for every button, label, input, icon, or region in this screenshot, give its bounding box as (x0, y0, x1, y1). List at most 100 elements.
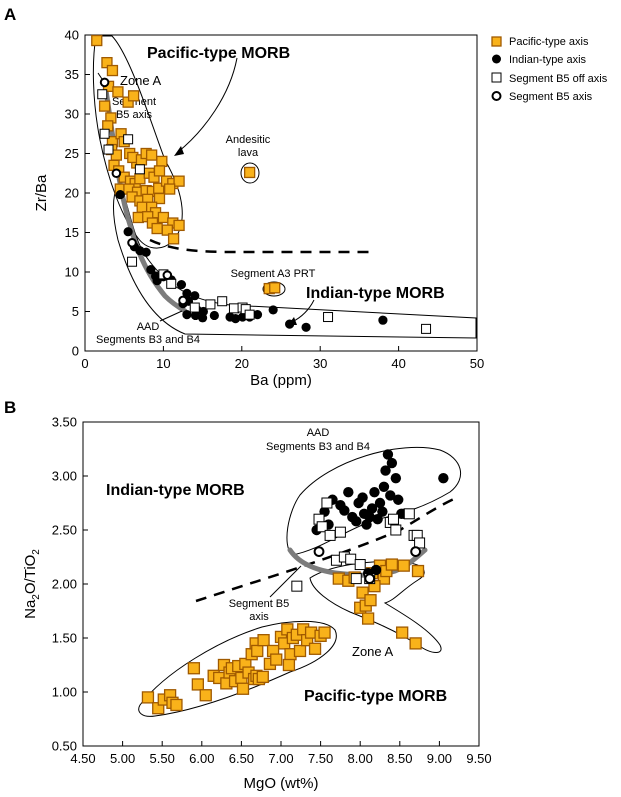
panel-a-aad-leader (159, 310, 183, 322)
pacific-axis-point (145, 149, 158, 161)
panel-b-letter: B (4, 398, 16, 417)
panel-b-x-tick-label: 6.00 (189, 751, 214, 766)
indian-axis-point (366, 503, 378, 514)
panel-b-x-axis-label: MgO (wt%) (244, 775, 319, 792)
panel-b-y-tick-label: 2.50 (52, 523, 77, 538)
legend-label-indian: Indian-type axis (509, 54, 587, 66)
panel-b-x-tick-label: 4.50 (70, 751, 95, 766)
panel-a-y-tick-label: 25 (65, 146, 79, 161)
indian-axis-point (372, 514, 383, 525)
segment-b5-off-axis-point (324, 529, 336, 541)
panel-a-y-tick-label: 15 (65, 225, 79, 240)
pacific-axis-point (199, 689, 212, 702)
legend: Pacific-type axis Indian-type axis Segme… (491, 36, 608, 103)
panel-b-dashed-boundary (195, 495, 459, 603)
indian-axis-point (378, 315, 388, 325)
panel-b-y-axis-mid: O/TiO (22, 555, 39, 594)
indian-axis-point (268, 305, 278, 315)
pacific-axis-point (385, 558, 399, 571)
pacific-axis-point (173, 175, 185, 187)
legend-marker-b5-off (491, 72, 502, 83)
panel-a-andesitic-envelope (240, 162, 260, 184)
legend-label-b5-axis: Segment B5 axis (509, 91, 593, 103)
segment-b5-axis-point (364, 573, 376, 584)
indian-axis-point (374, 497, 386, 509)
indian-axis-point (357, 492, 368, 503)
pacific-axis-point (127, 90, 140, 102)
panel-b-y-tick-label: 1.50 (52, 631, 77, 646)
pacific-axis-point (164, 183, 176, 195)
segment-b5-axis-point (99, 77, 110, 88)
pacific-axis-point (236, 682, 250, 695)
panel-b-pacific-envelope-1 (138, 620, 337, 717)
panel-b-y-tick-label: 2.00 (52, 577, 77, 592)
segment-b5-axis-point (178, 295, 188, 306)
pacific-axis-point (98, 100, 111, 112)
pacific-axis-point (167, 233, 180, 245)
segment-b5-axis-point (313, 546, 325, 557)
indian-axis-point (146, 265, 156, 275)
segment-b5-off-axis-point (321, 497, 333, 509)
pacific-axis-point (91, 34, 103, 47)
panel-b-ticks: 4.50 5.00 5.50 6.00 6.50 7.00 7.50 8.00 8.50 9.00… (52, 415, 492, 767)
panel-a-pacific-envelope (92, 35, 183, 249)
segment-b5-off-axis-point (350, 573, 362, 585)
segment-b5-axis-point (410, 546, 422, 557)
segment-b5-off-axis-point (316, 521, 328, 533)
segment-b5-off-axis-point (134, 164, 145, 175)
panel-a-a3prt-envelope (262, 281, 286, 297)
pacific-axis-point (409, 637, 422, 650)
indian-axis-point (182, 288, 192, 298)
panel-b-pacific-label: Pacific-type MORB (304, 688, 447, 705)
segment-b5-axis-point (111, 168, 122, 179)
panel-b-x-tick-label: 7.00 (268, 751, 293, 766)
segment-b5-off-axis-point (217, 296, 228, 307)
panel-a-trend-line (102, 80, 188, 314)
pacific-axis-point (243, 166, 256, 179)
indian-axis-point (370, 564, 382, 576)
legend-marker-pacific (491, 36, 502, 47)
panel-b-y-tick-label: 0.50 (52, 739, 77, 754)
pacific-axis-point (282, 658, 296, 672)
panel-b-y-tick-label: 3.50 (52, 415, 77, 430)
pacific-axis-point (270, 653, 283, 666)
indian-axis-point (230, 314, 241, 324)
panel-a-y-axis-label: Zr/Ba (33, 174, 50, 211)
pacific-axis-point (112, 86, 124, 98)
panel-b-points (141, 449, 449, 715)
segment-b5-off-axis-point (127, 256, 138, 267)
panel-b-seg-b5-leader (269, 565, 302, 598)
segment-b5-off-axis-point (345, 553, 357, 565)
indian-axis-point (386, 457, 398, 469)
panel-b-y-axis-label: Na2O/TiO2 (22, 549, 42, 619)
panel-b-indian-label: Indian-type MORB (106, 482, 245, 499)
panel-a-y-tick-label: 10 (65, 265, 79, 280)
indian-axis-point (377, 506, 388, 517)
indian-axis-point (339, 505, 350, 516)
pacific-axis-point (397, 559, 410, 572)
legend-label-pacific: Pacific-type axis (509, 36, 589, 48)
segment-b5-off-axis-point (205, 299, 216, 310)
pacific-axis-point (364, 594, 377, 607)
panel-b-x-tick-label: 5.00 (110, 751, 135, 766)
segment-b5-off-axis-point (166, 278, 177, 289)
panel-a-ticks: 0 10 20 30 40 50 0 5 10 15 20 25 30 35 40 (65, 28, 485, 372)
panel-b-y-axis-na: Na (22, 599, 39, 619)
indian-axis-point (364, 511, 375, 523)
pacific-axis-point (361, 612, 375, 625)
pacific-axis-point (187, 662, 201, 675)
pacific-axis-point (308, 642, 322, 655)
pacific-axis-point (153, 165, 166, 177)
segment-b5-off-axis-point (244, 309, 255, 320)
panel-a-aad-label-1: AAD (137, 321, 160, 333)
indian-axis-point (123, 227, 133, 237)
panel-a-y-tick-label: 35 (65, 67, 79, 82)
indian-axis-point (252, 310, 263, 320)
segment-b5-off-axis-point (390, 524, 402, 536)
panel-b-seg-b5-label-2: axis (249, 611, 269, 623)
panel-b-x-tick-label: 5.50 (150, 751, 175, 766)
pacific-axis-point (173, 219, 185, 232)
segment-b5-axis-point (127, 237, 137, 248)
segment-b5-off-axis-point (291, 580, 303, 592)
